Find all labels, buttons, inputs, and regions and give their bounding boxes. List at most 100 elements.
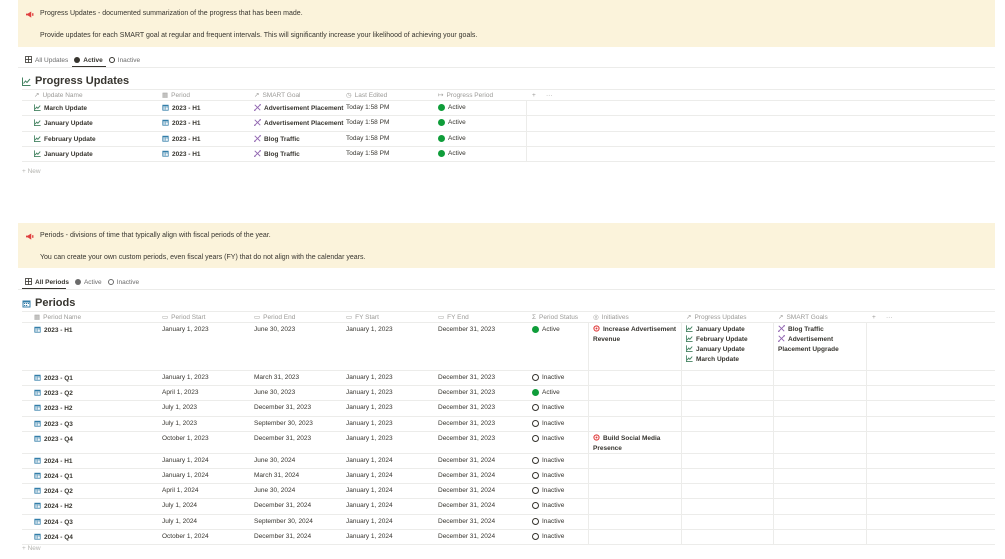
column-divider <box>866 453 867 468</box>
period-start: April 1, 2024 <box>162 487 199 495</box>
goal-link[interactable]: Blog Traffic <box>264 135 300 143</box>
calendar-icon <box>34 472 41 479</box>
period-name-cell[interactable]: 2023 - H1 <box>34 326 73 334</box>
table-row[interactable]: 2024 - Q4 October 1, 2024 December 31, 202… <box>22 529 995 545</box>
goal-link[interactable]: Blog Traffic <box>264 150 300 158</box>
table-row[interactable]: 2024 - Q2 April 1, 2024 June 30, 2024 Janua… <box>22 484 995 500</box>
add-column-button[interactable]: + <box>532 90 536 101</box>
period-name-cell[interactable]: 2023 - Q4 <box>34 435 73 443</box>
period-link[interactable]: 2023 - H1 <box>172 150 201 158</box>
period-cell[interactable]: 2023 - H1 <box>162 104 201 112</box>
tab-active[interactable]: Active <box>72 276 105 288</box>
table-row[interactable]: 2023 - H2 July 1, 2023 December 31, 2023 Ja… <box>22 401 995 417</box>
table-row[interactable]: 2023 - Q2 April 1, 2023 June 30, 2023 Janua… <box>22 386 995 402</box>
goal-link[interactable]: Placement Upgrade <box>778 346 839 353</box>
period-cell[interactable]: 2023 - H1 <box>162 119 201 127</box>
table-row[interactable]: January Update 2023 - H1 Advertisement Pla… <box>22 116 995 132</box>
update-link[interactable]: February Update <box>696 336 748 343</box>
update-name-cell[interactable]: January Update <box>33 119 93 127</box>
table-row[interactable]: 2024 - Q3 July 1, 2024 September 30, 2024 J… <box>22 514 995 530</box>
col-progress-updates[interactable]: ↗ Progress Updates <box>686 312 746 323</box>
period-link[interactable]: 2023 - H1 <box>172 120 201 128</box>
tab-inactive[interactable]: Inactive <box>106 54 143 66</box>
goal-link[interactable]: Advertisement <box>788 336 834 343</box>
progress-new-button[interactable]: + New <box>22 168 41 175</box>
more-options-button[interactable]: ··· <box>546 90 553 101</box>
initiative-link[interactable]: Presence <box>593 444 622 452</box>
update-link[interactable]: January Update <box>696 326 745 333</box>
update-name-cell[interactable]: March Update <box>33 104 87 112</box>
initiative-cell[interactable]: Increase Advertisement Revenue <box>593 325 676 345</box>
goal-cell[interactable]: Blog Traffic <box>254 134 300 143</box>
initiative-link[interactable]: Build Social Media <box>603 434 661 442</box>
table-row[interactable]: 2023 - H1 January 1, 2023 June 30, 2023 Jan… <box>22 323 995 371</box>
tab-all-periods[interactable]: All Periods <box>22 276 72 288</box>
periods-new-button[interactable]: + New <box>22 545 41 552</box>
initiative-link[interactable]: Revenue <box>593 336 621 343</box>
column-divider <box>588 416 589 431</box>
col-period-name[interactable]: ▦ Period Name <box>34 312 81 323</box>
period-name-cell[interactable]: 2023 - Q3 <box>34 420 73 428</box>
col-period-status[interactable]: Σ Period Status <box>532 312 578 323</box>
initiative-link[interactable]: Increase Advertisement <box>603 326 677 333</box>
status-cell: Active <box>532 389 560 397</box>
table-row[interactable]: 2024 - H2 July 1, 2024 December 31, 2024 Ja… <box>22 499 995 515</box>
col-smart-goal[interactable]: ↗ SMART Goal <box>254 90 301 101</box>
progress-updates-cell[interactable]: January Update February Update January Upd… <box>685 325 748 365</box>
period-name-cell[interactable]: 2024 - H2 <box>34 502 73 510</box>
col-period-start[interactable]: ▭ Period Start <box>162 312 205 323</box>
column-divider <box>866 416 867 431</box>
col-fy-end[interactable]: ▭ FY End <box>438 312 469 323</box>
goal-link[interactable]: Advertisement Placement <box>264 120 344 128</box>
col-smart-goals[interactable]: ↗ SMART Goals <box>778 312 828 323</box>
col-period-end[interactable]: ▭ Period End <box>254 312 295 323</box>
period-link[interactable]: 2023 - H1 <box>172 135 201 143</box>
period-name-cell[interactable]: 2024 - Q4 <box>34 533 73 541</box>
col-fy-start[interactable]: ▭ FY Start <box>346 312 379 323</box>
table-row[interactable]: March Update 2023 - H1 Advertisement Place… <box>22 101 995 117</box>
update-link[interactable]: January Update <box>696 346 745 353</box>
tab-inactive[interactable]: Inactive <box>105 276 142 288</box>
update-link[interactable]: March Update <box>696 356 739 363</box>
table-row[interactable]: 2023 - Q1 January 1, 2023 March 31, 2023 Ja… <box>22 371 995 387</box>
col-update-name[interactable]: ↗ Update Name <box>34 90 83 101</box>
period-name-cell[interactable]: 2024 - Q3 <box>34 518 73 526</box>
status-badge: Inactive <box>542 517 565 525</box>
trend-chart-icon <box>33 119 41 127</box>
fy-end: December 31, 2024 <box>438 472 496 479</box>
add-column-button[interactable]: + <box>872 312 876 323</box>
period-cell[interactable]: 2023 - H1 <box>162 135 201 143</box>
more-options-button[interactable]: ··· <box>886 312 893 323</box>
goal-cell[interactable]: Advertisement Placement <box>254 119 343 127</box>
period-link[interactable]: 2023 - H1 <box>172 105 201 112</box>
tab-all-updates[interactable]: All Updates <box>22 54 71 66</box>
col-period[interactable]: ▦ Period <box>162 90 190 101</box>
period-end: December 31, 2024 <box>254 502 312 510</box>
period-name-cell[interactable]: 2024 - Q1 <box>34 472 73 480</box>
table-row[interactable]: February Update 2023 - H1 Blog Traffic Toda… <box>22 131 995 147</box>
update-name-cell[interactable]: January Update <box>33 150 93 158</box>
goal-link[interactable]: Advertisement Placement <box>264 105 344 112</box>
table-row[interactable]: January Update 2023 - H1 Blog Traffic Today… <box>22 146 995 163</box>
table-row[interactable]: 2024 - H1 January 1, 2024 June 30, 2024 Jan… <box>22 453 995 469</box>
period-name-cell[interactable]: 2024 - H1 <box>34 457 73 465</box>
tab-active[interactable]: Active <box>71 54 106 66</box>
initiative-cell[interactable]: Build Social Media Presence <box>593 434 660 454</box>
update-name-cell[interactable]: February Update <box>33 134 96 143</box>
goal-link[interactable]: Blog Traffic <box>788 326 824 333</box>
period-name-cell[interactable]: 2023 - Q1 <box>34 374 73 382</box>
period-cell[interactable]: 2023 - H1 <box>162 150 201 158</box>
period-name-cell[interactable]: 2023 - Q2 <box>34 389 73 397</box>
col-progress-period[interactable]: ↦ Progress Period <box>438 90 493 101</box>
table-row[interactable]: 2024 - Q1 January 1, 2024 March 31, 2024 Ja… <box>22 469 995 485</box>
smart-goals-cell[interactable]: Blog Traffic Advertisement Placement Upgra… <box>778 325 839 355</box>
col-last-edited[interactable]: ◷ Last Edited <box>346 90 387 101</box>
col-initiatives[interactable]: ◎ Initiatives <box>593 312 629 323</box>
goal-cell[interactable]: Blog Traffic <box>254 149 300 158</box>
column-divider <box>588 484 589 499</box>
table-row[interactable]: 2023 - Q4 October 1, 2023 December 31, 202… <box>22 431 995 454</box>
table-row[interactable]: 2023 - Q3 July 1, 2023 September 30, 2023 J… <box>22 416 995 432</box>
period-name-cell[interactable]: 2024 - Q2 <box>34 487 73 495</box>
period-name-cell[interactable]: 2023 - H2 <box>34 404 73 412</box>
goal-cell[interactable]: Advertisement Placement <box>254 104 343 112</box>
